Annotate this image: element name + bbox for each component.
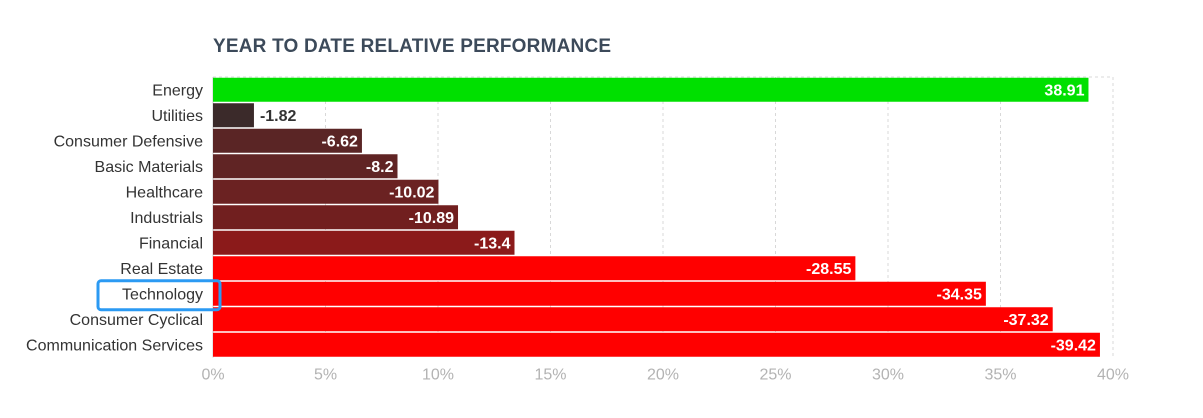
x-tick-label: 25% <box>759 367 791 384</box>
bar <box>213 77 1089 102</box>
x-axis-tick-labels: 0% 5% 10% 15% 20% 25% 30% 35% 40% <box>201 367 1129 384</box>
data-label: -39.42 <box>1051 337 1096 354</box>
bar <box>213 103 254 128</box>
category-labels: Energy Utilities Consumer Defensive Basic M… <box>26 82 203 354</box>
chart-title: YEAR TO DATE RELATIVE PERFORMANCE <box>213 36 612 57</box>
data-label: -1.82 <box>260 108 297 125</box>
category-label: Industrials <box>130 210 203 227</box>
category-label: Consumer Defensive <box>54 133 204 150</box>
bar <box>213 230 515 255</box>
category-label: Utilities <box>151 108 203 125</box>
highlight-box <box>96 279 222 312</box>
data-label: -10.89 <box>409 210 454 227</box>
x-tick-label: 0% <box>201 367 224 384</box>
data-label: -13.4 <box>474 235 511 252</box>
x-tick-label: 15% <box>534 367 566 384</box>
value-labels: 38.91 -1.82 -6.62 -8.2 -10.02 -10.89 -13.4 -28.… <box>260 82 1096 354</box>
x-tick-label: 30% <box>872 367 904 384</box>
highlight-box <box>96 279 222 312</box>
x-tick-label: 40% <box>1097 367 1129 384</box>
data-label: -34.35 <box>937 286 982 303</box>
category-label: Basic Materials <box>95 159 203 176</box>
bar <box>213 332 1100 357</box>
data-label: -28.55 <box>806 261 851 278</box>
x-tick-label: 10% <box>422 367 454 384</box>
data-label: -10.02 <box>389 184 434 201</box>
category-label: Communication Services <box>26 337 203 354</box>
data-label: -37.32 <box>1003 312 1048 329</box>
data-label: -8.2 <box>366 159 394 176</box>
category-label: Healthcare <box>126 184 203 201</box>
category-label: Financial <box>139 235 203 252</box>
category-label: Energy <box>152 82 203 99</box>
bar <box>213 307 1053 332</box>
bars <box>213 77 1100 357</box>
data-label: 38.91 <box>1044 82 1084 99</box>
bar <box>213 281 986 306</box>
bar <box>213 154 398 179</box>
bar <box>213 179 439 204</box>
bar <box>213 128 362 153</box>
bar <box>213 256 856 281</box>
x-tick-label: 35% <box>984 367 1016 384</box>
x-tick-label: 20% <box>647 367 679 384</box>
category-label: Technology <box>122 286 203 303</box>
category-label: Real Estate <box>120 261 203 278</box>
bar <box>213 205 459 230</box>
data-label: -6.62 <box>321 133 358 150</box>
x-tick-label: 5% <box>314 367 337 384</box>
category-label: Consumer Cyclical <box>70 312 203 329</box>
